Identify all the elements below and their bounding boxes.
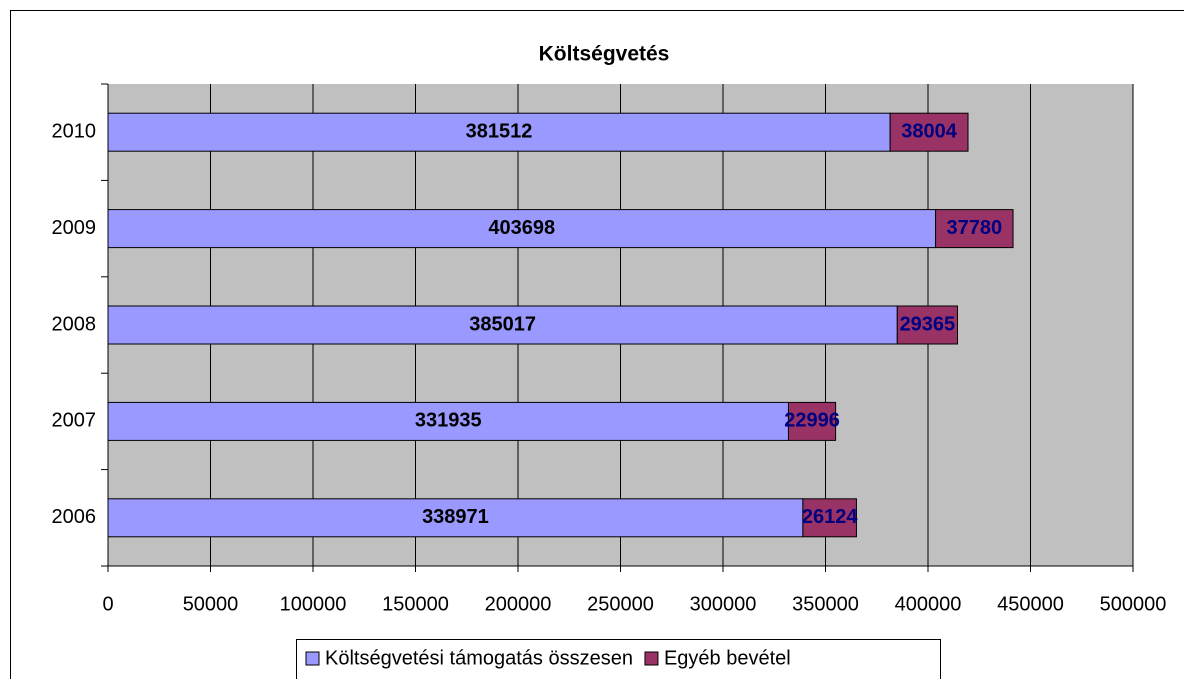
bar-segment	[787, 401, 837, 441]
data-label: 38004	[901, 120, 957, 142]
y-tick-label: 2007	[52, 410, 97, 432]
legend-label: Egyéb bevétel	[664, 647, 791, 669]
bar-segment	[107, 305, 898, 345]
x-tick-label: 50000	[183, 593, 239, 615]
bar-segment	[802, 498, 857, 538]
chart-title: Költségvetés	[539, 43, 670, 66]
data-label: 338971	[422, 506, 489, 528]
y-tick-label: 2006	[52, 506, 97, 528]
x-tick-label: 300000	[690, 593, 757, 615]
data-label: 331935	[415, 410, 482, 432]
bar-segment	[889, 112, 969, 152]
x-tick-label: 450000	[997, 593, 1064, 615]
y-tick-label: 2009	[52, 217, 97, 239]
x-tick-label: 150000	[382, 593, 449, 615]
x-tick-label: 500000	[1100, 593, 1167, 615]
data-label: 26124	[802, 506, 858, 528]
legend	[296, 639, 941, 679]
legend-label: Költségvetési támogatás összesen	[325, 647, 633, 669]
bar-segment	[107, 112, 891, 152]
bar-segment	[935, 209, 1014, 249]
x-tick-label: 400000	[895, 593, 962, 615]
y-tick-label: 2010	[52, 120, 97, 142]
x-tick-label: 200000	[485, 593, 552, 615]
x-tick-label: 250000	[587, 593, 654, 615]
legend-swatch	[305, 651, 320, 666]
bar-segment	[896, 305, 958, 345]
bar-segment	[107, 498, 804, 538]
data-label: 385017	[469, 313, 536, 335]
data-label: 22996	[784, 410, 840, 432]
data-label: 381512	[466, 120, 533, 142]
x-tick-label: 100000	[280, 593, 347, 615]
x-tick-label: 0	[102, 593, 113, 615]
bar-segment	[107, 209, 937, 249]
bar-segment	[107, 401, 789, 441]
legend-swatch	[644, 651, 659, 666]
x-tick-label: 350000	[792, 593, 859, 615]
data-label: 29365	[900, 313, 956, 335]
y-tick-label: 2008	[52, 313, 97, 335]
data-label: 403698	[488, 217, 555, 239]
data-label: 37780	[946, 217, 1002, 239]
